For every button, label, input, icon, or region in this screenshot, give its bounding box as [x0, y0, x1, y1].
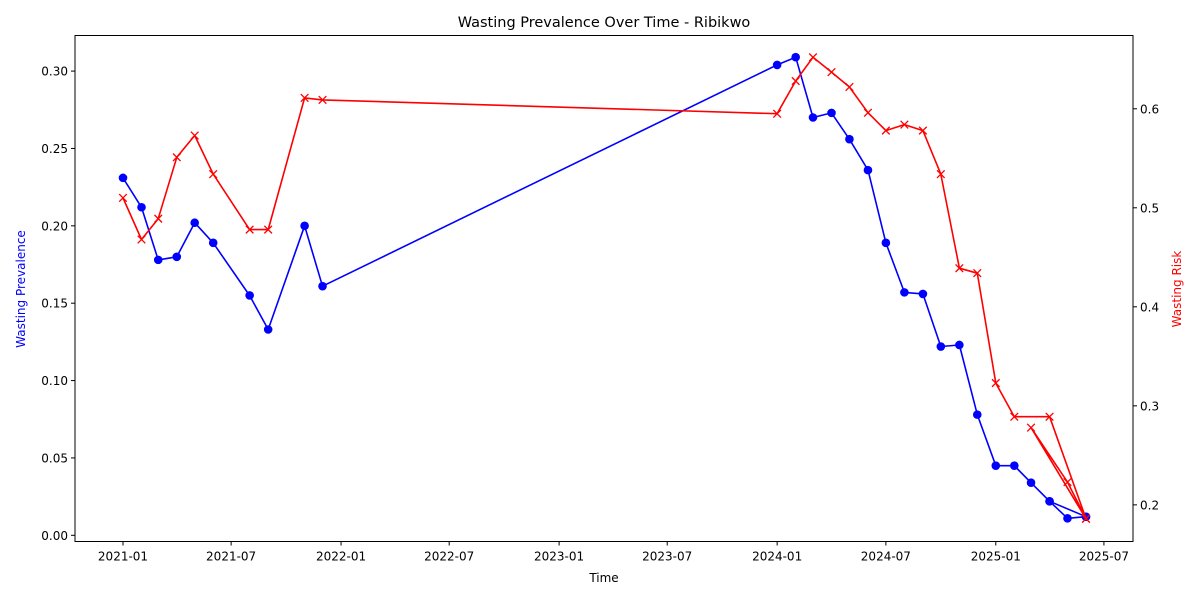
wasting-risk-point [827, 67, 836, 77]
chart-title: Wasting Prevalence Over Time - Ribikwo [458, 15, 751, 31]
wasting-prevalence-point [881, 238, 891, 248]
wasting-prevalence-point [1026, 478, 1036, 487]
left-y-tick-label: 0.25 [41, 142, 68, 156]
wasting-prevalence-point [1063, 513, 1072, 523]
left-y-tick-label: 0.00 [41, 529, 68, 543]
x-tick-label: 2022-07 [424, 550, 474, 564]
plot-area [118, 52, 1091, 523]
wasting-risk-point [1063, 477, 1072, 487]
x-tick-label: 2025-07 [1079, 550, 1129, 564]
wasting-prevalence-point [245, 291, 254, 300]
wasting-prevalence-point [772, 60, 782, 70]
wasting-prevalence-point [300, 221, 309, 231]
wasting-prevalence-point [1045, 496, 1054, 506]
wasting-risk-point [955, 263, 964, 273]
wasting-risk-point [1010, 412, 1019, 421]
wasting-prevalence-point [955, 340, 964, 350]
wasting-prevalence-point [791, 52, 800, 62]
wasting-prevalence-point [263, 325, 273, 334]
wasting-risk-point [245, 225, 254, 234]
wasting-prevalence-point [190, 218, 199, 228]
wasting-risk-point [881, 126, 891, 135]
wasting-prevalence-line [122, 56, 1087, 520]
wasting-risk-point [863, 108, 873, 117]
wasting-risk-point [936, 169, 946, 179]
wasting-prevalence-point [918, 289, 928, 299]
wasting-risk-point [137, 235, 146, 244]
right-y-tick-label: 0.4 [1140, 300, 1159, 314]
left-y-tick-label: 0.05 [41, 451, 68, 465]
wasting-prevalence-point [808, 113, 818, 122]
right-y-tick-label: 0.2 [1140, 498, 1159, 512]
wasting-risk-point [973, 268, 982, 278]
x-tick-label: 2021-07 [206, 550, 256, 564]
wasting-risk-point [172, 153, 182, 162]
x-tick-label: 2023-01 [534, 550, 584, 564]
left-y-tick-label: 0.10 [41, 374, 68, 388]
wasting-risk-point [808, 53, 818, 62]
wasting-prevalence-point [900, 288, 909, 297]
wasting-prevalence-point [318, 281, 327, 291]
wasting-risk-point [900, 120, 909, 129]
right-y-axis-label: Wasting Risk [1170, 251, 1184, 328]
left-y-axis: 0.00 0.05 0.10 0.15 0.20 0.25 0.30 [41, 65, 75, 543]
wasting-prevalence-point [1010, 461, 1019, 470]
wasting-risk-point [300, 93, 309, 103]
wasting-prevalence-point [827, 108, 836, 118]
wasting-prevalence-point [172, 252, 182, 262]
wasting-risk-point [263, 225, 273, 234]
right-y-tick-label: 0.5 [1140, 201, 1159, 215]
left-y-tick-label: 0.20 [41, 219, 68, 233]
wasting-risk-point [208, 169, 218, 179]
right-y-tick-label: 0.6 [1140, 102, 1159, 116]
x-tick-label: 2025-01 [971, 550, 1021, 564]
x-tick-label: 2024-01 [752, 550, 802, 564]
right-y-tick-label: 0.3 [1140, 399, 1159, 413]
wasting-risk-point [118, 193, 128, 203]
wasting-risk-point [1026, 423, 1036, 432]
wasting-prevalence-point [936, 342, 946, 351]
x-axis: 2021-01 2021-07 2022-01 2022-07 2023-01 2023-… [98, 541, 1129, 564]
wasting-risk-point [845, 82, 854, 92]
wasting-risk-point [190, 131, 199, 140]
wasting-risk-point [991, 378, 1001, 388]
left-y-tick-label: 0.30 [41, 65, 68, 79]
x-tick-label: 2022-01 [316, 550, 366, 564]
wasting-risk-point [1081, 514, 1091, 523]
x-tick-label: 2024-07 [861, 550, 911, 564]
x-axis-label: Time [588, 571, 618, 585]
wasting-prevalence-point [845, 134, 854, 144]
x-tick-label: 2023-07 [642, 550, 692, 564]
wasting-risk-point [918, 126, 928, 135]
wasting-risk-point [153, 214, 163, 223]
left-y-axis-label: Wasting Prevalence [14, 230, 28, 348]
wasting-risk-point [318, 95, 327, 105]
x-tick-label: 2021-01 [98, 550, 148, 564]
wasting-risk-point [772, 109, 782, 118]
right-y-axis: 0.2 0.3 0.4 0.5 0.6 [1133, 102, 1159, 512]
wasting-prevalence-point [118, 173, 128, 183]
left-y-tick-label: 0.15 [41, 297, 68, 311]
wasting-prevalence-point [991, 461, 1001, 470]
wasting-prevalence-point [972, 410, 982, 419]
wasting-risk-point [791, 76, 800, 86]
wasting-prevalence-point [137, 202, 146, 212]
wasting-prevalence-point [153, 255, 163, 265]
plot-frame [74, 35, 1134, 542]
wasting-risk-point [1045, 412, 1054, 421]
wasting-prevalence-point [863, 165, 873, 175]
wasting-prevalence-point [208, 238, 218, 248]
